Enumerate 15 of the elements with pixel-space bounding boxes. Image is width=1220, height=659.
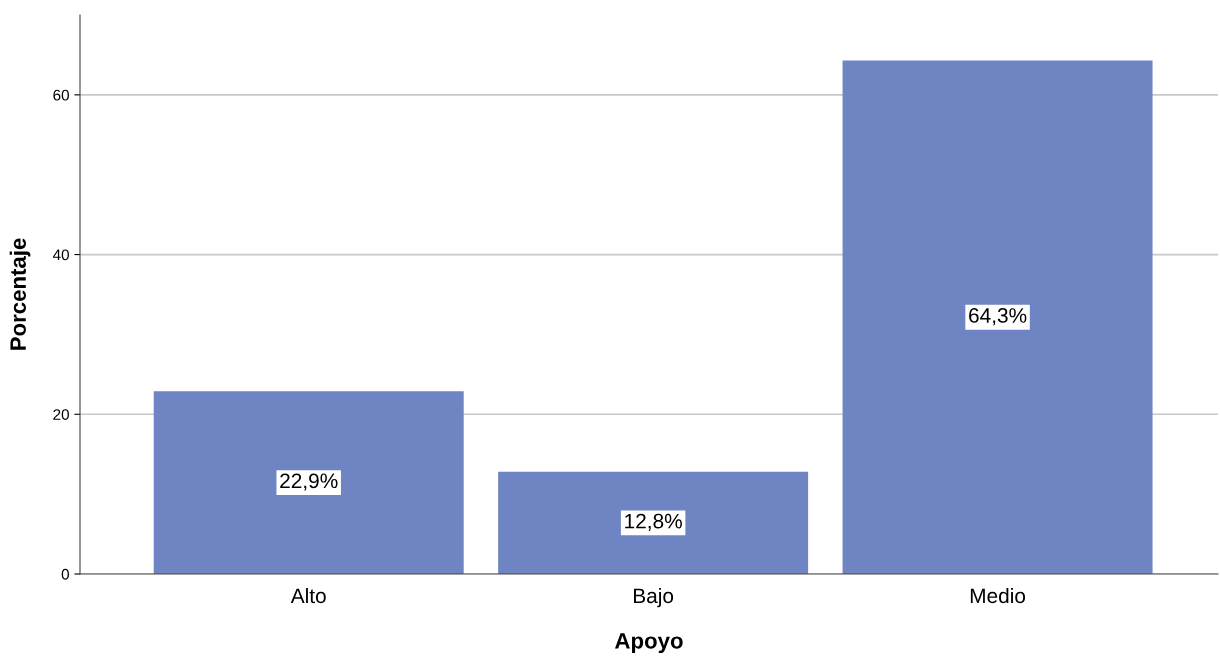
bar [498, 471, 809, 574]
data-label: 64,3% [969, 308, 1027, 326]
data-label: 12,8% [625, 513, 682, 531]
y-tick-label: 0 [61, 568, 69, 580]
x-tick-label: Bajo [633, 587, 674, 608]
data-label: 22,9% [280, 473, 338, 491]
bar [842, 60, 1153, 574]
y-tick-label: 60 [53, 89, 69, 101]
bar [153, 391, 464, 574]
x-axis-title: Apoyo [614, 633, 683, 654]
y-tick-label: 20 [53, 409, 69, 420]
y-tick-label: 40 [52, 249, 69, 261]
x-tick-label: Alto [290, 587, 326, 604]
x-tick-label: Medio [970, 587, 1026, 604]
y-axis-title: Porcentaje [9, 238, 31, 350]
